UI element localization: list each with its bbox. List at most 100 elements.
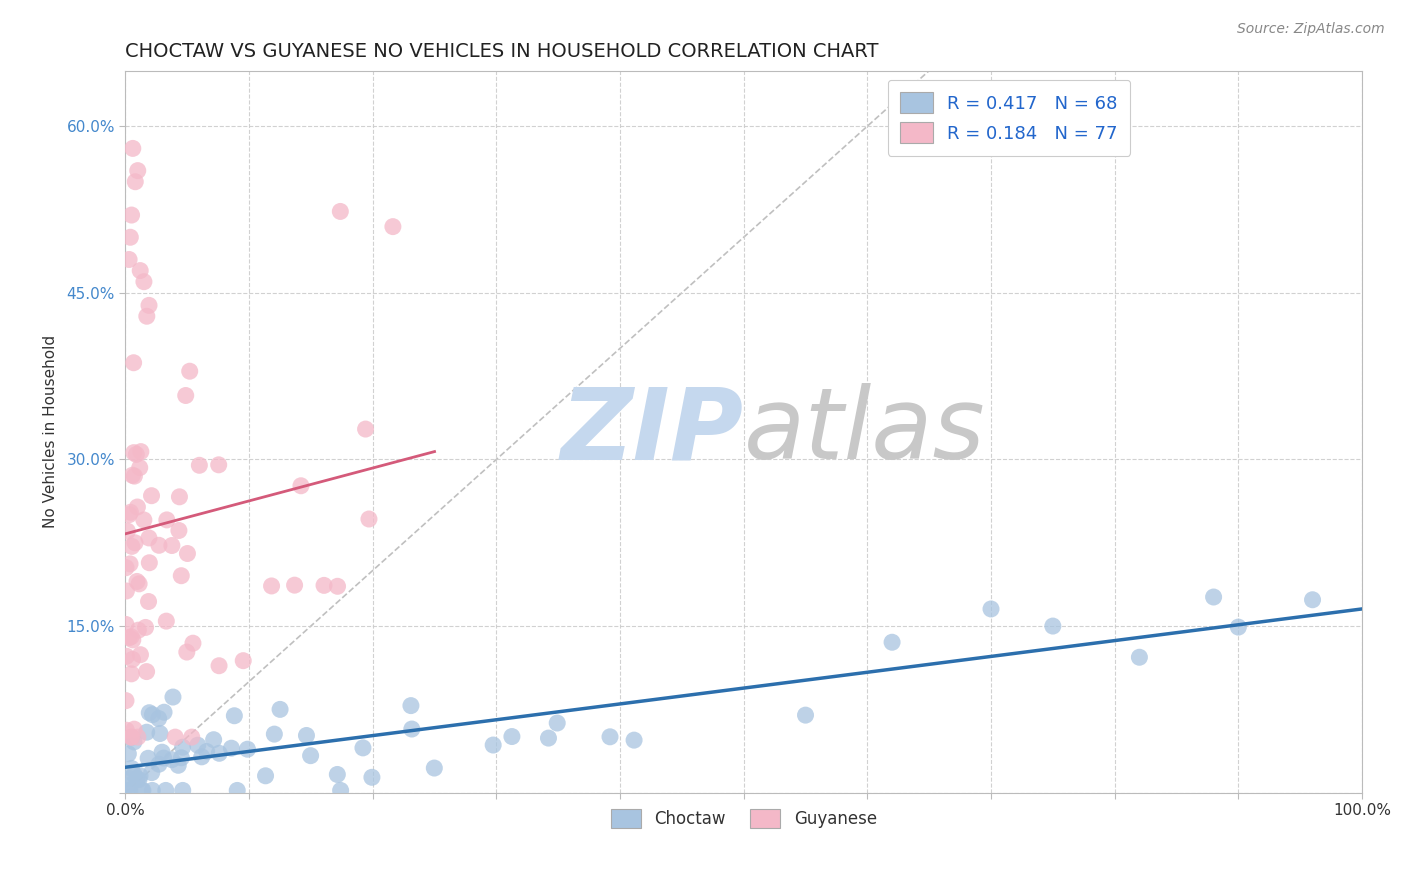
Point: [148, 757, 170, 772]
Point: [115, 693, 138, 707]
Point: [122, 722, 145, 736]
Point: [284, 578, 307, 592]
Point: [167, 758, 190, 772]
Point: [329, 783, 352, 797]
Point: [195, 744, 218, 758]
Point: [141, 707, 163, 722]
Point: [127, 163, 149, 178]
Point: [115, 617, 138, 632]
Point: [153, 705, 176, 719]
Point: [1042, 619, 1064, 633]
Point: [127, 623, 149, 637]
Point: [121, 730, 143, 744]
Point: [135, 665, 157, 679]
Text: atlas: atlas: [744, 384, 986, 480]
Point: [155, 614, 177, 628]
Point: [167, 524, 190, 538]
Point: [880, 635, 903, 649]
Point: [546, 716, 568, 731]
Point: [208, 746, 231, 760]
Point: [129, 769, 152, 783]
Point: [150, 745, 173, 759]
Point: [170, 568, 193, 582]
Point: [179, 364, 201, 378]
Point: [152, 751, 174, 765]
Point: [181, 636, 204, 650]
Point: [125, 574, 148, 589]
Point: [980, 602, 1002, 616]
Point: [170, 751, 193, 765]
Point: [160, 539, 183, 553]
Point: [162, 690, 184, 704]
Point: [354, 422, 377, 436]
Point: [141, 489, 163, 503]
Point: [138, 298, 160, 312]
Point: [128, 772, 150, 787]
Point: [326, 579, 349, 593]
Point: [135, 725, 157, 739]
Point: [141, 783, 163, 797]
Point: [202, 732, 225, 747]
Point: [148, 538, 170, 552]
Point: [118, 631, 141, 645]
Point: [165, 730, 187, 744]
Point: [148, 712, 170, 726]
Point: [141, 765, 163, 780]
Point: [115, 584, 138, 599]
Point: [174, 388, 197, 402]
Point: [623, 733, 645, 747]
Point: [482, 738, 505, 752]
Point: [138, 594, 160, 608]
Legend: Choctaw, Guyanese: Choctaw, Guyanese: [603, 802, 883, 835]
Point: [1227, 620, 1250, 634]
Point: [423, 761, 446, 775]
Point: [118, 252, 141, 267]
Point: [121, 468, 143, 483]
Point: [172, 783, 194, 797]
Point: [299, 748, 322, 763]
Point: [135, 620, 157, 634]
Point: [156, 513, 179, 527]
Point: [121, 208, 143, 222]
Point: [118, 783, 141, 797]
Point: [121, 632, 143, 647]
Y-axis label: No Vehicles in Household: No Vehicles in Household: [44, 335, 58, 528]
Point: [131, 783, 153, 797]
Point: [254, 769, 277, 783]
Point: [155, 783, 177, 797]
Point: [120, 666, 142, 681]
Point: [122, 445, 145, 459]
Point: [160, 753, 183, 767]
Point: [135, 310, 157, 324]
Point: [1128, 650, 1150, 665]
Point: [187, 738, 209, 752]
Point: [149, 726, 172, 740]
Point: [326, 767, 349, 781]
Text: CHOCTAW VS GUYANESE NO VEHICLES IN HOUSEHOLD CORRELATION CHART: CHOCTAW VS GUYANESE NO VEHICLES IN HOUSE…: [125, 42, 879, 61]
Point: [120, 730, 142, 744]
Point: [132, 513, 155, 527]
Point: [329, 204, 352, 219]
Point: [125, 772, 148, 786]
Text: ZIP: ZIP: [561, 384, 744, 480]
Point: [180, 730, 202, 744]
Point: [136, 751, 159, 765]
Point: [124, 469, 146, 483]
Point: [125, 447, 148, 461]
Point: [117, 524, 139, 538]
Point: [224, 708, 246, 723]
Point: [399, 698, 422, 713]
Point: [221, 741, 243, 756]
Point: [128, 460, 150, 475]
Point: [127, 500, 149, 514]
Point: [1302, 592, 1324, 607]
Point: [1202, 590, 1225, 604]
Point: [537, 731, 560, 745]
Point: [357, 512, 380, 526]
Point: [169, 490, 191, 504]
Point: [352, 740, 374, 755]
Point: [290, 479, 312, 493]
Point: [115, 649, 138, 664]
Point: [118, 508, 141, 522]
Point: [122, 768, 145, 782]
